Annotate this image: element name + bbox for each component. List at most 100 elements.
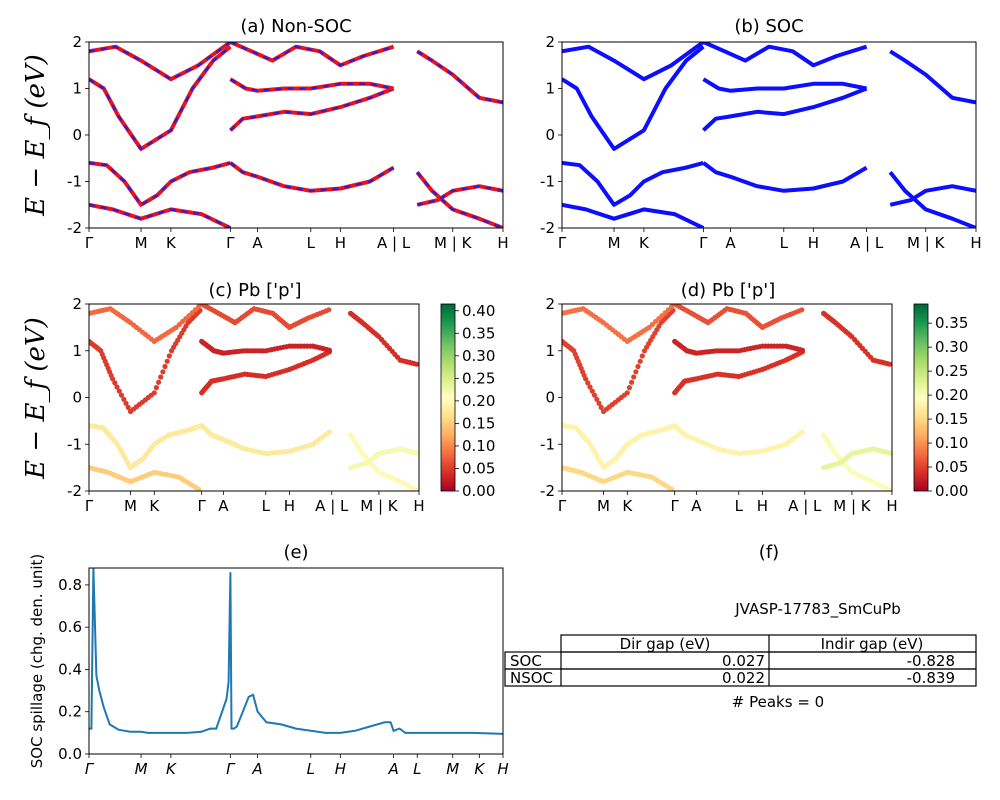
panel-c-cbar-tick-label: 0.30 xyxy=(462,347,495,365)
soc-band-line xyxy=(889,184,976,207)
projection-point xyxy=(326,347,332,353)
panel-d-xtick-label: A xyxy=(691,497,702,515)
panel-a-frame xyxy=(88,41,504,229)
soc-band-line xyxy=(562,160,704,207)
panel-d-cbar-tick-label: 0.20 xyxy=(935,386,968,404)
panel-d-ytick-label: 0 xyxy=(545,389,555,407)
panel-e-xtick-label: A xyxy=(387,760,398,778)
table-row-soc-dir: 0.027 xyxy=(722,652,765,670)
soc-band-dashed-overlay xyxy=(229,78,394,92)
projection-point xyxy=(626,385,633,391)
panel-a-xtick-label: L xyxy=(307,234,316,252)
panel-a-xtick-label: M | K xyxy=(434,234,473,252)
panel-b-ytick-label: -1 xyxy=(540,173,555,191)
panel-a-xtick-label: K xyxy=(166,234,177,252)
soc-band-dashed-overlay xyxy=(89,42,232,81)
soc-band-line xyxy=(702,42,868,68)
panel-d-cbar-tick-label: 0.10 xyxy=(935,434,968,452)
panel-c-cbar-tick-label: 0.10 xyxy=(462,437,495,455)
projection-point xyxy=(887,361,892,367)
panel-b-xtick-label: A | L xyxy=(850,234,884,252)
soc-band-line xyxy=(889,49,976,105)
projection-point xyxy=(414,450,419,456)
panel-c-ytick-label: 2 xyxy=(72,295,82,313)
projection-point xyxy=(887,450,892,456)
panel-d-xtick-label: M xyxy=(597,497,610,515)
panel-e-ytick-label: 0.8 xyxy=(58,576,82,594)
panel-c-ytick-label: -1 xyxy=(67,435,82,453)
material-label: JVASP-17783_SmCuPb xyxy=(734,600,901,619)
panel-c-cbar-tick-label: 0.35 xyxy=(462,324,495,342)
panel-c-title: (c) Pb ['p'] xyxy=(208,280,301,301)
panel-b-xtick-label: A xyxy=(725,234,736,252)
panel-e-title: (e) xyxy=(283,542,308,563)
panel-d-xtick-label: L xyxy=(735,497,744,515)
panel-e-xtick-label: M xyxy=(135,760,148,778)
panel-d-ytick-label: -1 xyxy=(540,435,555,453)
soc-band-line xyxy=(702,161,868,193)
panel-b-xtick-label: Γ xyxy=(699,234,708,252)
panel-f-title: (f) xyxy=(759,542,779,563)
panel-c-cbar-tick-label: 0.20 xyxy=(462,392,495,410)
panel-d-xtick-label: H xyxy=(886,497,897,515)
projection-point xyxy=(414,487,419,491)
projection-point xyxy=(596,400,602,406)
soc-band-line xyxy=(562,202,705,228)
panel-b-xtick-label: M | K xyxy=(907,234,946,252)
projection-point xyxy=(121,396,127,402)
panel-d-xtick-label: A | L xyxy=(788,497,822,515)
table-row-nsoc-indir: -0.839 xyxy=(907,669,955,687)
projection-point xyxy=(639,353,645,359)
projection-point xyxy=(583,376,589,382)
projection-point xyxy=(110,376,116,382)
projection-point xyxy=(591,392,598,398)
panel-c-points xyxy=(89,304,419,491)
projection-point xyxy=(112,380,118,386)
projection-point xyxy=(635,363,641,370)
projection-point xyxy=(887,487,892,491)
panel-d-ytick-label: -2 xyxy=(540,482,555,500)
panel-d-colorbar: 0.00 0.05 0.10 0.15 0.20 0.25 0.30 0.35 xyxy=(913,303,968,500)
panel-e-frame xyxy=(88,567,504,755)
projection-point xyxy=(116,388,122,394)
panel-c-colorbar: 0.00 0.05 0.10 0.15 0.20 0.25 0.30 0.35 0.40 xyxy=(440,302,495,500)
panel-e-xtick-label: K xyxy=(474,760,485,778)
projection-point xyxy=(166,353,172,359)
panel-e-ytick-label: 0.4 xyxy=(58,660,82,678)
panel-c-xtick-label: Γ xyxy=(85,497,94,515)
panel-b-xtick-label: L xyxy=(780,234,789,252)
projection-point xyxy=(162,363,168,370)
panel-c-ytick-label: -2 xyxy=(67,482,82,500)
projection-point xyxy=(326,307,332,313)
panel-b-title: (b) SOC xyxy=(734,16,803,37)
panel-a-ytick-label: 2 xyxy=(72,33,82,51)
projection-point xyxy=(156,379,162,385)
projection-point xyxy=(598,404,604,410)
panel-a-xtick-label: H xyxy=(335,234,346,252)
nonsoc-band-line xyxy=(229,86,395,132)
panel-b-xtick-label: H xyxy=(970,234,981,252)
panel-d-xtick-label: K xyxy=(622,497,633,515)
panel-e-xtick-label: M xyxy=(446,760,459,778)
panel-a-xtick-label: A xyxy=(252,234,263,252)
panel-c-xtick-label: A xyxy=(218,497,229,515)
panel-e-xtick-label: Γ xyxy=(85,760,95,778)
projection-point xyxy=(160,369,166,375)
projection-point xyxy=(799,307,805,313)
soc-band-line xyxy=(702,86,868,132)
panel-d-cbar-tick-label: 0.30 xyxy=(935,338,968,356)
table-header-indir-gap: Indir gap (eV) xyxy=(821,635,924,653)
panel-d-ytick-label: 2 xyxy=(545,295,555,313)
nonsoc-band-line xyxy=(89,45,232,151)
panel-a-xtick-label: H xyxy=(497,234,508,252)
panel-d-cbar-tick-label: 0.05 xyxy=(935,458,968,476)
table-row-soc-indir: -0.828 xyxy=(907,652,955,670)
soc-band-dashed-overlay xyxy=(229,87,395,132)
panel-b-frame xyxy=(561,41,977,229)
projection-point xyxy=(585,380,591,386)
projection-point xyxy=(799,429,806,435)
